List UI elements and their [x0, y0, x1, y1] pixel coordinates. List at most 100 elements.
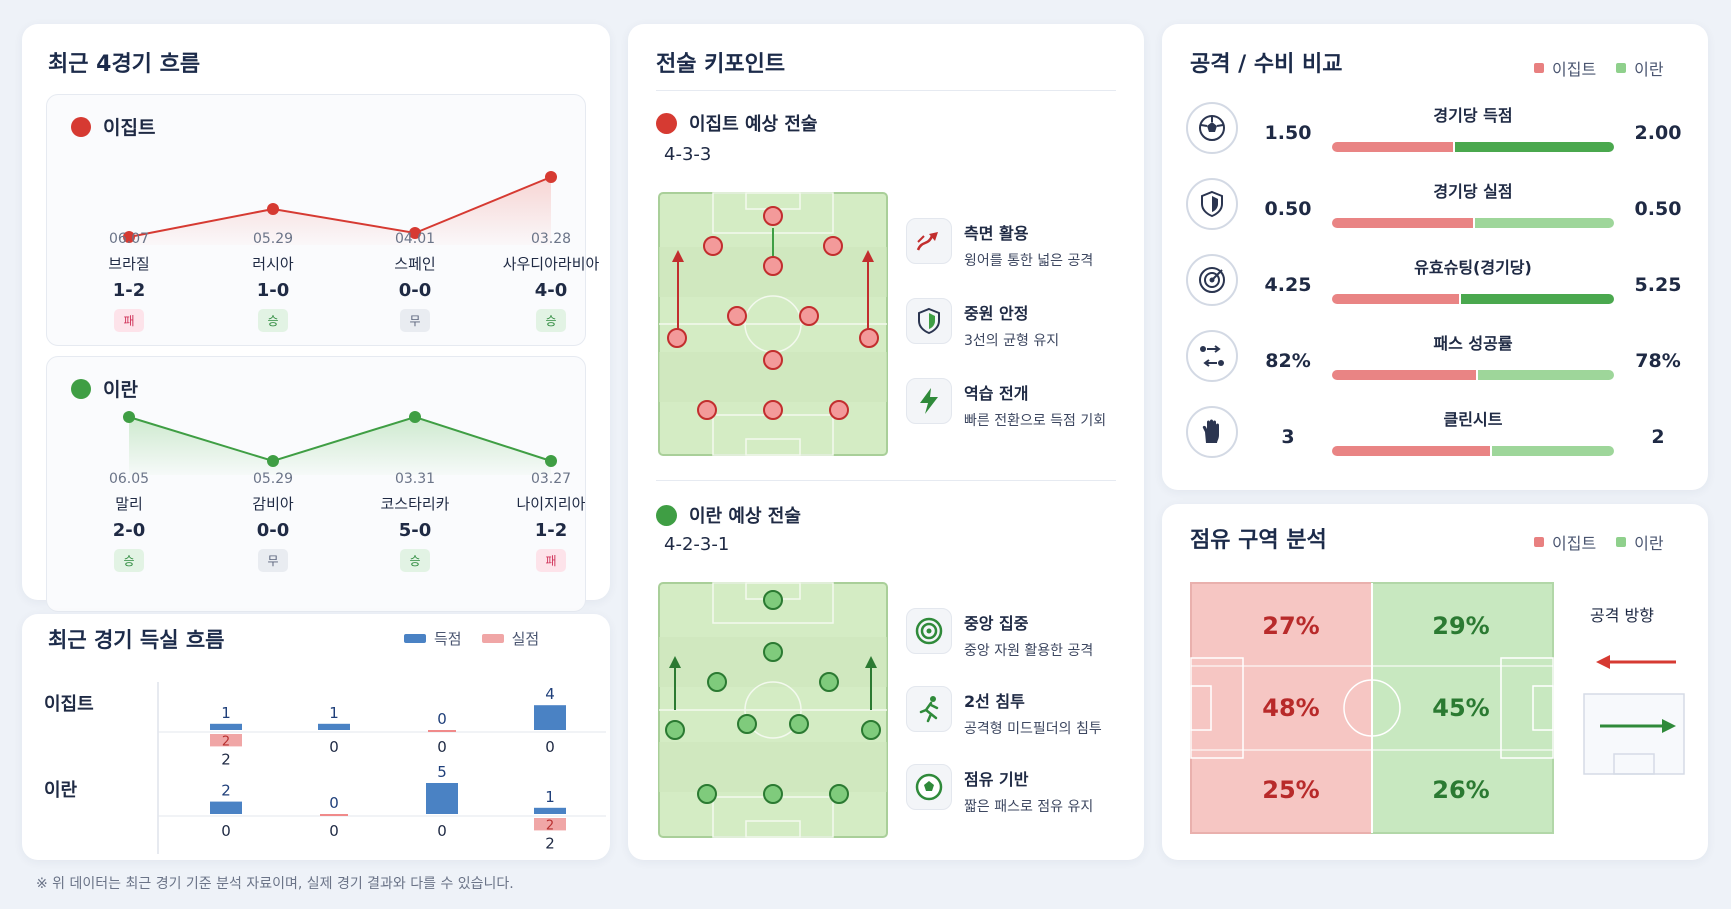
stat-label: 경기당 실점: [1433, 182, 1513, 201]
stat-label: 클린시트: [1443, 410, 1503, 429]
legend-egypt-label: 이집트: [1552, 534, 1597, 553]
egypt-form-line: [128, 176, 552, 238]
iran-name: 이란: [103, 379, 138, 401]
match-score: 1-0: [256, 280, 290, 301]
stat-label: 패스 성공률: [1433, 334, 1513, 353]
zones-legend: 이집트 이란: [1514, 530, 1664, 554]
target-icon: [1186, 254, 1238, 306]
match-col: 05.29 감비아 0-0 무: [203, 471, 343, 572]
match-col: 03.27 나이지리아 1-2 패: [481, 471, 621, 572]
match-score: 2-0: [112, 520, 146, 541]
scored-label: 2: [221, 782, 231, 800]
compare-stat-row: 82% 패스 성공률 78%: [1162, 330, 1708, 390]
iran-stat-bar: [1492, 446, 1614, 456]
scored-label: 1: [221, 704, 231, 722]
mini-pitch: [1583, 693, 1685, 775]
iran-form-area: [129, 417, 551, 475]
pitch-center-circle: [744, 681, 802, 739]
wing-arrow-icon: [906, 218, 952, 264]
result-badge: 무: [400, 309, 430, 332]
goals-legend: 득점 실점: [384, 628, 539, 649]
iran-dot: [71, 378, 91, 399]
target-icon: [906, 608, 952, 654]
stat-bar: [1332, 218, 1614, 228]
iran-tactic-point: 점유 기반 짧은 패스로 점유 유지: [906, 764, 1093, 816]
match-date: 05.29: [252, 231, 294, 247]
ball-icon: [906, 764, 952, 810]
legend-conceded-label: 실점: [511, 630, 540, 648]
footnote: ※ 위 데이터는 최근 경기 기준 분석 자료이며, 실제 경기 결과와 다를 …: [36, 876, 514, 892]
egypt-stat-bar: [1332, 142, 1453, 152]
recent-form-title: 최근 4경기 흐름: [48, 52, 201, 77]
iran-stat-value: 5.25: [1634, 274, 1682, 296]
tactic-point-desc: 공격형 미드필더의 침투: [964, 721, 1102, 737]
egypt-form-header: 이집트: [71, 113, 155, 140]
match-opponent: 코스타리카: [380, 495, 450, 513]
conceded-bar-label: 2: [546, 818, 554, 833]
result-badge: 승: [400, 549, 430, 572]
legend-scored-label: 득점: [434, 630, 462, 648]
tactics-title-divider: [656, 90, 1116, 91]
iran-form-point: [267, 455, 279, 467]
player-dot: [665, 720, 685, 740]
player-dot: [819, 672, 839, 692]
scored-bar: [320, 814, 348, 816]
player-dot: [763, 642, 783, 662]
iran-dot: [656, 504, 677, 526]
match-opponent: 브라질: [108, 255, 150, 273]
egypt-form-point: [123, 231, 135, 243]
tactic-point-desc: 윙어를 통한 넓은 공격: [964, 253, 1094, 269]
pass-icon: [1186, 330, 1238, 382]
shield-icon: [1186, 178, 1238, 230]
tactic-point-desc: 3선의 균형 유지: [964, 333, 1060, 349]
iran-stat-value: 2: [1651, 426, 1665, 448]
conceded-label: 0: [437, 822, 447, 840]
conceded-label: 0: [221, 822, 231, 840]
iran-formation: 4-2-3-1: [664, 534, 730, 555]
egypt-zone-half: [1190, 582, 1373, 834]
scored-label: 1: [329, 704, 339, 722]
runner-icon: [906, 686, 952, 732]
match-col: 06.07 브라질 1-2 패: [59, 231, 199, 332]
iran-stat-value: 78%: [1635, 350, 1681, 372]
result-badge: 패: [114, 309, 144, 332]
egypt-name: 이집트: [103, 117, 156, 139]
tactic-point-title: 중앙 집중: [964, 614, 1029, 633]
player-dot: [737, 714, 757, 734]
egypt-form-area: [129, 177, 551, 245]
player-dot: [763, 350, 783, 370]
player-dot: [861, 720, 881, 740]
scored-bar: [210, 723, 242, 730]
legend-iran-swatch: [1616, 63, 1627, 73]
iran-stat-bar: [1461, 294, 1614, 304]
tactics-section-divider: [656, 480, 1116, 481]
player-dot: [763, 256, 783, 276]
tactic-point-title: 역습 전개: [964, 384, 1029, 403]
match-opponent: 러시아: [252, 255, 294, 273]
player-dot: [707, 672, 727, 692]
iran-stat-bar: [1478, 370, 1614, 380]
iran-stat-bar: [1475, 218, 1614, 228]
player-dot: [727, 306, 747, 326]
player-dot: [799, 306, 819, 326]
legend-egypt-swatch: [1534, 537, 1544, 547]
match-col: 04.01 스페인 0-0 무: [345, 231, 485, 332]
scored-bar: [534, 705, 566, 730]
match-date: 06.05: [108, 471, 150, 487]
match-opponent: 말리: [115, 495, 143, 513]
iran-tactic-point: 중앙 집중 중앙 자원 활용한 공격: [906, 608, 1093, 660]
match-date: 05.29: [252, 471, 294, 487]
scored-label: 0: [437, 710, 447, 728]
egypt-dot: [656, 112, 677, 134]
tactic-point-desc: 짧은 패스로 점유 유지: [964, 799, 1094, 815]
stat-bar: [1332, 370, 1614, 380]
player-dot: [823, 236, 843, 256]
conceded-bar: [210, 734, 242, 747]
tactic-point-title: 점유 기반: [964, 770, 1029, 789]
player-dot: [829, 400, 849, 420]
egypt-form-point: [545, 171, 557, 183]
compare-stat-row: 1.50 경기당 득점 2.00: [1162, 102, 1708, 162]
zones-pitch: [1190, 582, 1554, 834]
tactic-point-title: 2선 침투: [964, 692, 1025, 711]
result-badge: 무: [258, 549, 288, 572]
